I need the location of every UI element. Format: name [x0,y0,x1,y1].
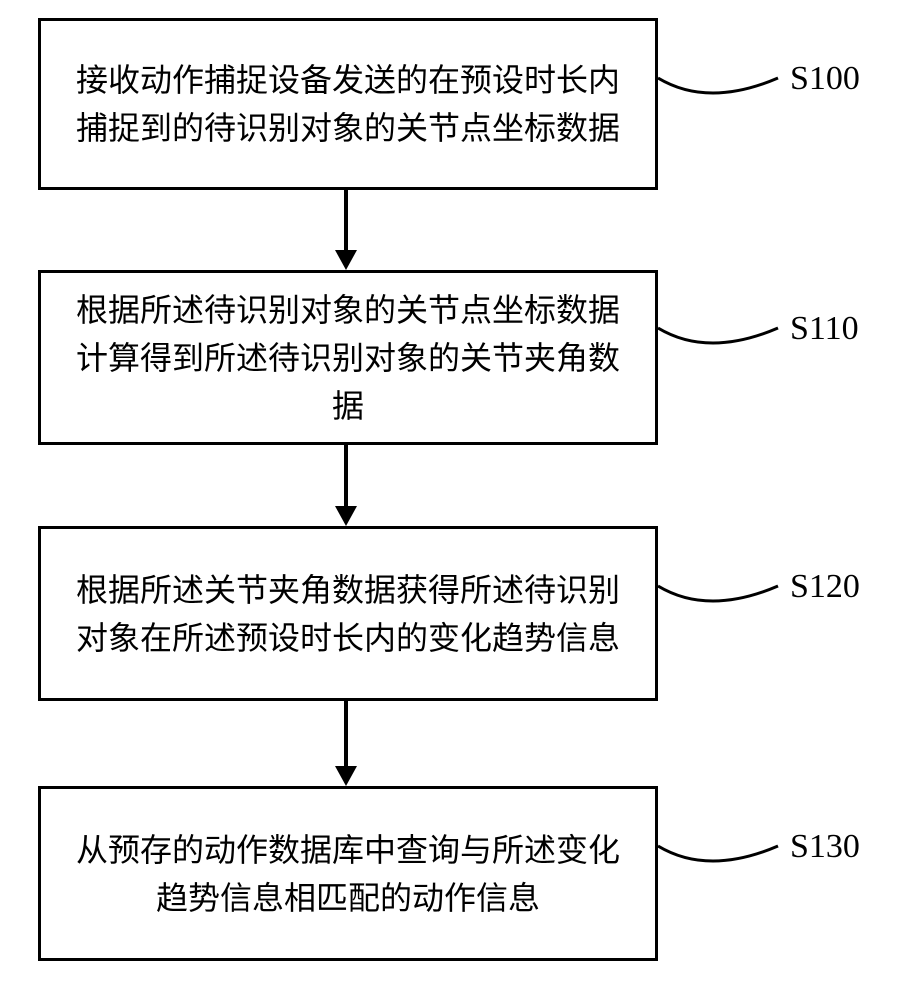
label-s110: S110 [790,310,859,348]
box-text-s130: 从预存的动作数据库中查询与所述变化趋势信息相匹配的动作信息 [61,826,635,922]
flowchart-container: 接收动作捕捉设备发送的在预设时长内捕捉到的待识别对象的关节点坐标数据 S100 … [0,0,922,1000]
arrow-s120-s130 [344,701,348,766]
arrow-head-s110-s120 [335,506,357,526]
flowchart-box-s110: 根据所述待识别对象的关节点坐标数据计算得到所述待识别对象的关节夹角数据 [38,270,658,445]
label-s100: S100 [790,60,860,98]
arrow-head-s120-s130 [335,766,357,786]
flowchart-box-s130: 从预存的动作数据库中查询与所述变化趋势信息相匹配的动作信息 [38,786,658,961]
connector-curve-s110 [658,298,793,358]
flowchart-box-s100: 接收动作捕捉设备发送的在预设时长内捕捉到的待识别对象的关节点坐标数据 [38,18,658,190]
label-s120: S120 [790,568,860,606]
connector-curve-s130 [658,816,793,876]
arrow-s100-s110 [344,190,348,250]
box-text-s120: 根据所述关节夹角数据获得所述待识别对象在所述预设时长内的变化趋势信息 [61,566,635,662]
flowchart-box-s120: 根据所述关节夹角数据获得所述待识别对象在所述预设时长内的变化趋势信息 [38,526,658,701]
arrow-head-s100-s110 [335,250,357,270]
arrow-s110-s120 [344,445,348,506]
connector-curve-s120 [658,556,793,616]
label-s130: S130 [790,828,860,866]
box-text-s110: 根据所述待识别对象的关节点坐标数据计算得到所述待识别对象的关节夹角数据 [61,286,635,430]
connector-curve-s100 [658,48,793,108]
box-text-s100: 接收动作捕捉设备发送的在预设时长内捕捉到的待识别对象的关节点坐标数据 [61,56,635,152]
